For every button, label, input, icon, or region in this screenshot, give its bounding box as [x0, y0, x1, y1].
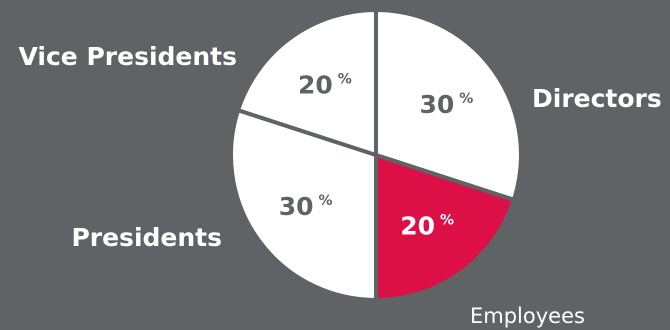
slice-value-label: 30% [279, 192, 333, 221]
slice-value-label: 20% [298, 71, 352, 100]
pie-slice-directors [374, 8, 523, 202]
pie-slice-employees [374, 153, 516, 302]
category-label-presidents: Presidents [71, 223, 222, 252]
category-label-vice-presidents: Vice Presidents [19, 42, 238, 71]
pie-slice-presidents [229, 108, 378, 302]
pie-slice-vice-presidents [236, 8, 378, 157]
slice-value-label: 30% [419, 90, 473, 119]
category-label-employees: Employees [470, 304, 585, 328]
slice-value-label: 20% [400, 211, 454, 240]
category-label-directors: Directors [532, 84, 662, 113]
